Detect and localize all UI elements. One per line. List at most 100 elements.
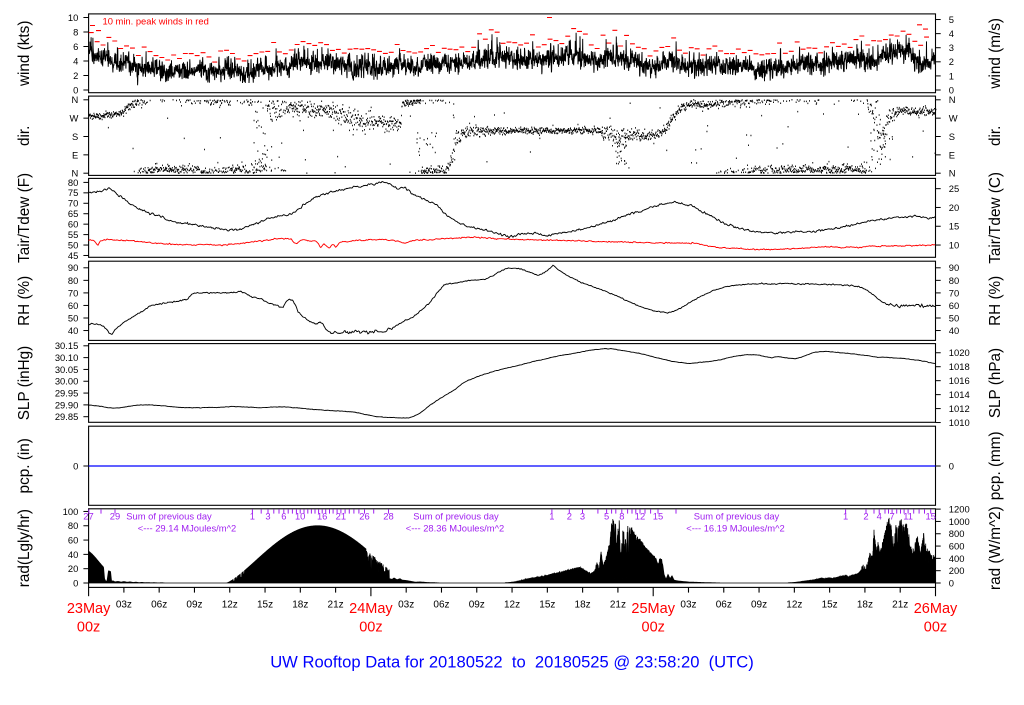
svg-text:26: 26 <box>359 511 369 522</box>
svg-text:50: 50 <box>68 312 78 323</box>
svg-text:W: W <box>69 113 78 124</box>
svg-text:S: S <box>949 131 955 142</box>
svg-text:1: 1 <box>250 511 255 522</box>
svg-text:2: 2 <box>863 511 868 522</box>
svg-text:1: 1 <box>549 511 554 522</box>
svg-text:10 min. peak winds in red: 10 min. peak winds in red <box>103 16 209 27</box>
svg-text:2: 2 <box>567 511 572 522</box>
svg-text:dir.: dir. <box>16 126 33 146</box>
svg-text:06z: 06z <box>433 600 449 611</box>
svg-text:SLP (hPa): SLP (hPa) <box>987 348 1004 418</box>
svg-text:25: 25 <box>949 183 959 194</box>
svg-text:06z: 06z <box>151 600 167 611</box>
svg-text:1: 1 <box>949 70 954 81</box>
svg-text:1012: 1012 <box>949 403 970 414</box>
svg-text:3: 3 <box>265 511 270 522</box>
svg-text:40: 40 <box>68 325 78 336</box>
svg-text:75: 75 <box>68 187 78 198</box>
svg-text:45: 45 <box>68 250 78 261</box>
svg-text:600: 600 <box>949 540 965 551</box>
svg-text:90: 90 <box>68 262 78 273</box>
svg-text:90: 90 <box>949 262 959 273</box>
svg-text:E: E <box>949 149 955 160</box>
svg-text:rad (W/m^2): rad (W/m^2) <box>987 506 1004 590</box>
svg-text:1010: 1010 <box>949 417 970 428</box>
svg-text:2: 2 <box>73 70 78 81</box>
svg-text:dir.: dir. <box>987 126 1004 146</box>
svg-text:<--- 28.36 MJoules/m^2: <--- 28.36 MJoules/m^2 <box>406 523 504 534</box>
svg-text:0: 0 <box>73 84 78 95</box>
svg-text:1200: 1200 <box>949 504 970 515</box>
svg-text:wind (m/s): wind (m/s) <box>987 18 1004 90</box>
svg-text:06z: 06z <box>716 600 732 611</box>
svg-text:6: 6 <box>281 511 286 522</box>
svg-text:24May: 24May <box>349 601 393 617</box>
svg-text:20: 20 <box>949 202 959 213</box>
svg-text:21: 21 <box>336 511 346 522</box>
svg-text:60: 60 <box>68 300 78 311</box>
svg-text:30.15: 30.15 <box>55 340 78 351</box>
svg-text:03z: 03z <box>680 600 696 611</box>
svg-text:10: 10 <box>68 12 78 23</box>
svg-text:4: 4 <box>949 28 954 39</box>
svg-text:8: 8 <box>619 511 624 522</box>
svg-text:1: 1 <box>843 511 848 522</box>
svg-text:<--- 16.19 MJoules/m^2: <--- 16.19 MJoules/m^2 <box>686 523 784 534</box>
svg-text:5: 5 <box>949 14 954 25</box>
svg-text:29.90: 29.90 <box>55 399 78 410</box>
svg-text:N: N <box>949 168 956 179</box>
svg-text:3: 3 <box>580 511 585 522</box>
svg-text:0: 0 <box>949 84 954 95</box>
svg-text:N: N <box>949 94 956 105</box>
svg-text:4: 4 <box>877 511 882 522</box>
svg-text:09z: 09z <box>186 600 202 611</box>
svg-text:pcp. (in): pcp. (in) <box>16 438 33 493</box>
svg-text:30.00: 30.00 <box>55 376 78 387</box>
svg-text:26May: 26May <box>914 601 958 617</box>
svg-text:Tair/Tdew (C): Tair/Tdew (C) <box>987 172 1004 264</box>
svg-text:12: 12 <box>635 511 645 522</box>
svg-text:30.10: 30.10 <box>55 352 78 363</box>
svg-text:5: 5 <box>604 511 609 522</box>
svg-text:4: 4 <box>73 55 78 66</box>
svg-text:15z: 15z <box>539 600 555 611</box>
svg-text:80: 80 <box>949 275 959 286</box>
svg-text:00z: 00z <box>77 620 100 636</box>
svg-text:wind (kts): wind (kts) <box>16 21 33 87</box>
svg-text:23May: 23May <box>67 601 111 617</box>
svg-text:40: 40 <box>949 325 959 336</box>
svg-text:2: 2 <box>949 56 954 67</box>
svg-text:800: 800 <box>949 528 965 539</box>
svg-text:0: 0 <box>73 460 78 471</box>
svg-text:UW Rooftop Data for 20180522: UW Rooftop Data for 20180522 to 20180525… <box>270 653 754 672</box>
svg-text:3: 3 <box>949 42 954 53</box>
svg-text:10: 10 <box>949 239 959 250</box>
svg-text:80: 80 <box>68 177 78 188</box>
svg-text:60: 60 <box>949 300 959 311</box>
svg-text:09z: 09z <box>751 600 767 611</box>
svg-text:12z: 12z <box>786 600 802 611</box>
svg-text:1018: 1018 <box>949 361 970 372</box>
svg-text:Sum of previous day: Sum of previous day <box>413 511 499 522</box>
svg-text:18z: 18z <box>292 600 308 611</box>
svg-text:1020: 1020 <box>949 347 970 358</box>
svg-text:0: 0 <box>949 577 954 588</box>
svg-text:20: 20 <box>68 563 78 574</box>
svg-text:15: 15 <box>949 221 959 232</box>
svg-text:50: 50 <box>68 239 78 250</box>
svg-text:SLP (inHg): SLP (inHg) <box>16 346 33 421</box>
svg-text:21z: 21z <box>610 600 626 611</box>
svg-text:rad(Lgly/hr): rad(Lgly/hr) <box>16 509 33 587</box>
svg-text:Sum of previous day: Sum of previous day <box>694 511 780 522</box>
svg-text:N: N <box>72 168 79 179</box>
svg-text:65: 65 <box>68 208 78 219</box>
svg-text:400: 400 <box>949 553 965 564</box>
svg-text:100: 100 <box>63 506 79 517</box>
svg-text:<--- 29.14 MJoules/m^2: <--- 29.14 MJoules/m^2 <box>138 523 236 534</box>
svg-text:18z: 18z <box>575 600 591 611</box>
svg-text:00z: 00z <box>924 620 947 636</box>
svg-text:11: 11 <box>903 511 913 522</box>
svg-text:40: 40 <box>68 549 78 560</box>
svg-text:28: 28 <box>383 511 393 522</box>
svg-text:03z: 03z <box>398 600 414 611</box>
